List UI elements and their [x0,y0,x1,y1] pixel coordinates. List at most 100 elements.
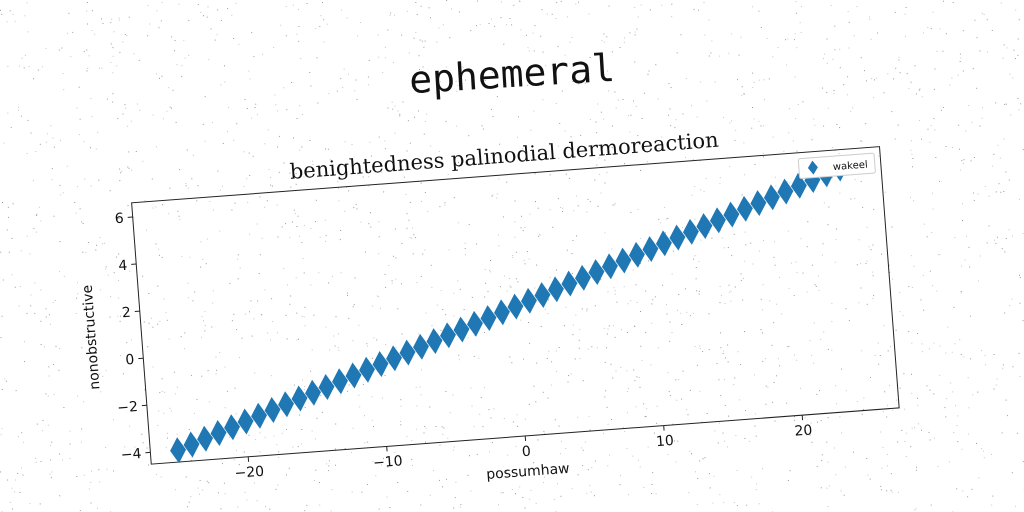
noise-speck [860,287,862,289]
noise-speck [576,235,577,237]
noise-speck [569,41,571,43]
noise-speck [1020,103,1022,105]
noise-speck [635,105,637,107]
noise-speck [834,25,836,27]
noise-speck [773,256,775,258]
noise-speck [852,107,854,109]
noise-speck [688,492,690,493]
noise-speck [127,205,129,207]
noise-speck [698,261,700,263]
noise-speck [122,373,124,375]
noise-speck [604,232,606,234]
noise-speck [694,218,696,220]
noise-speck [976,442,977,444]
noise-speck [400,399,402,401]
noise-speck [754,163,756,165]
noise-speck [227,130,228,132]
noise-speck [775,185,777,187]
noise-speck [1001,248,1003,250]
noise-speck [835,228,837,230]
noise-speck [537,439,539,441]
noise-speck [555,350,557,352]
noise-speck [956,488,958,490]
noise-speck [1019,302,1021,304]
data-point [386,345,402,372]
noise-speck [264,289,266,291]
noise-speck [512,257,514,258]
noise-speck [682,370,684,372]
noise-speck [18,305,20,307]
noise-speck [863,397,865,399]
noise-speck [795,261,797,263]
noise-speck [779,276,780,278]
noise-speck [886,490,888,492]
noise-speck [721,237,723,239]
noise-speck [773,382,775,383]
noise-speck [807,221,809,223]
noise-speck [463,309,465,310]
noise-speck [129,270,131,272]
noise-speck [604,159,606,161]
noise-speck [657,98,659,100]
noise-speck [794,76,796,78]
noise-speck [105,268,107,270]
noise-speck [190,460,192,461]
noise-speck [420,276,422,277]
noise-speck [981,117,983,119]
noise-speck [983,14,985,15]
noise-speck [560,453,562,455]
noise-speck [36,423,38,425]
noise-speck [667,454,669,456]
noise-speck [873,97,875,99]
noise-speck [812,264,814,266]
noise-speck [130,339,132,341]
noise-speck [204,96,206,98]
noise-speck [290,295,292,297]
noise-speck [299,414,301,416]
noise-speck [880,485,882,487]
noise-speck [50,459,52,461]
noise-speck [555,18,557,19]
data-point [251,402,268,429]
noise-speck [200,12,202,13]
noise-speck [312,160,314,162]
noise-speck [886,453,888,455]
noise-speck [733,502,735,503]
noise-speck [49,473,51,475]
noise-speck [787,230,789,232]
data-point [750,190,767,217]
noise-speck [496,96,498,98]
noise-speck [41,430,43,432]
noise-speck [612,325,614,327]
noise-speck [976,37,978,39]
noise-speck [972,394,974,396]
noise-speck [818,289,820,291]
noise-speck [839,67,841,69]
noise-speck [255,103,257,105]
noise-speck [860,57,862,59]
noise-speck [556,2,558,4]
x-tick-label: 10 [655,433,674,450]
noise-speck [301,315,303,317]
noise-speck [152,326,154,328]
noise-speck [904,13,906,15]
noise-speck [317,102,319,104]
noise-speck [675,461,677,463]
noise-speck [774,241,775,243]
noise-speck [393,168,395,170]
noise-speck [87,327,89,329]
noise-speck [960,291,962,292]
noise-speck [27,119,29,121]
noise-speck [927,27,929,28]
noise-speck [276,204,278,206]
noise-speck [801,6,802,7]
noise-speck [653,432,655,434]
noise-speck [850,110,852,112]
noise-speck [61,47,63,49]
noise-speck [644,92,646,94]
noise-speck [109,316,111,318]
noise-speck [344,141,346,143]
noise-speck [233,313,235,315]
noise-speck [661,4,663,6]
noise-speck [580,447,582,449]
